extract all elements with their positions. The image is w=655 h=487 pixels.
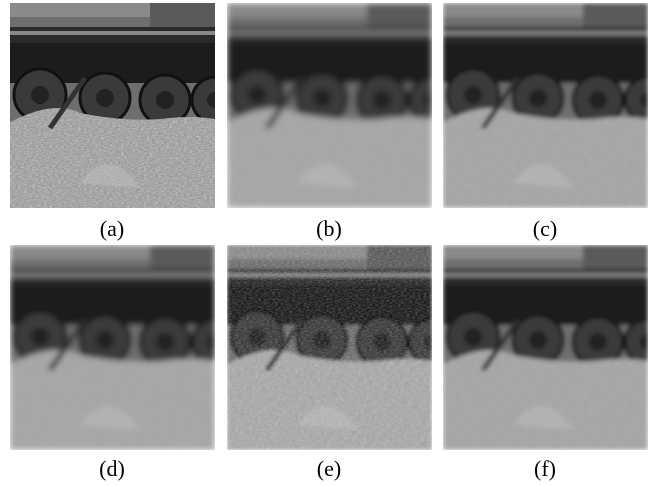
image-b (217, 0, 455, 218)
caption: (c) (533, 216, 557, 241)
caption: (a) (100, 216, 124, 241)
image-a (0, 0, 238, 218)
figure: (a) (b) (c) (d) (e) (f) (0, 0, 655, 487)
image-f (433, 235, 655, 460)
image-e (217, 235, 455, 460)
caption: (f) (534, 456, 556, 481)
image-d (0, 235, 238, 460)
image-c (433, 0, 655, 218)
page: (a) (b) (c) (d) (e) (f) (() => { const d… (0, 0, 655, 487)
caption: (b) (316, 216, 342, 241)
caption: (e) (317, 456, 341, 481)
caption: (d) (99, 456, 125, 481)
